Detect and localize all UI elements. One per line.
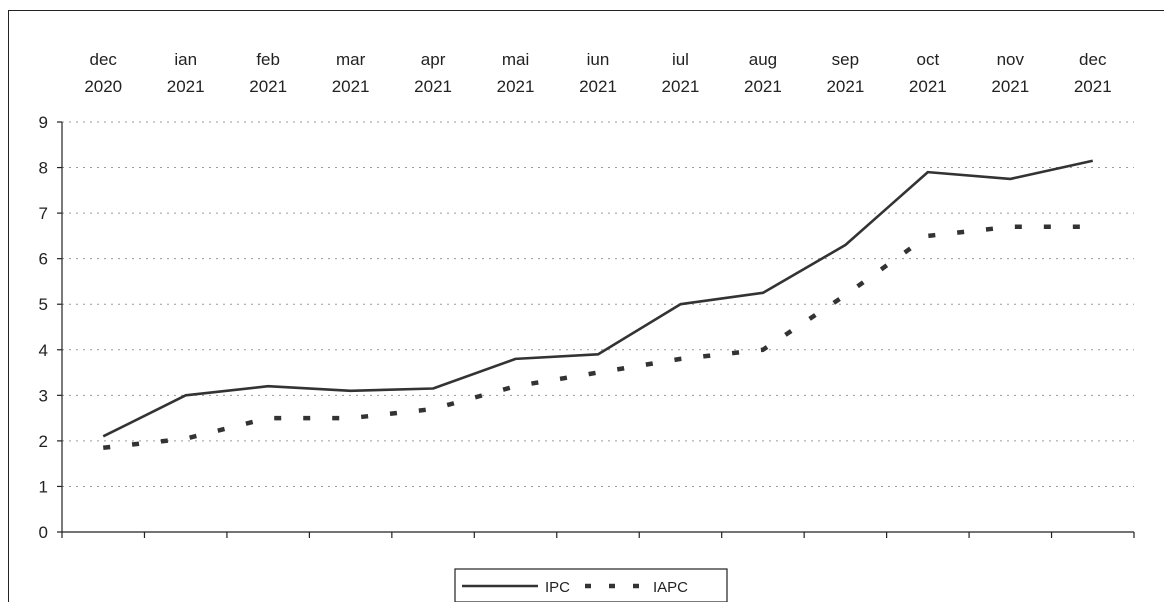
x-label-month: iul	[672, 50, 689, 69]
x-category-label: oct 2021	[909, 50, 947, 96]
x-category-label: mar 2021	[332, 50, 370, 96]
x-label-month: sep	[832, 50, 859, 69]
x-label-year: 2021	[991, 77, 1029, 96]
x-label-year: 2021	[497, 77, 535, 96]
x-label-year: 2021	[1074, 77, 1112, 96]
series-line-iapc	[102, 224, 1093, 450]
x-label-month: mar	[336, 50, 366, 69]
y-tick-label: 0	[39, 523, 48, 542]
x-label-year: 2021	[414, 77, 452, 96]
x-category-label: ian 2021	[167, 50, 205, 96]
series-lines	[102, 159, 1094, 450]
x-category-label: iul 2021	[662, 50, 700, 96]
x-label-month: nov	[997, 50, 1025, 69]
x-label-year: 2021	[826, 77, 864, 96]
x-label-year: 2021	[167, 77, 205, 96]
x-category-label: aug 2021	[744, 50, 782, 96]
legend-label-iapc: IAPC	[653, 579, 688, 596]
x-label-month: apr	[421, 50, 446, 69]
x-label-month: aug	[749, 50, 777, 69]
y-axis-tick-labels: 0 1 2 3 4 5 6 7 8 9	[39, 113, 48, 542]
y-tick-label: 3	[39, 386, 48, 405]
chart-frame	[8, 10, 1164, 602]
x-category-label: dec 2021	[1074, 50, 1112, 96]
series-line-ipc	[102, 159, 1094, 438]
x-category-label: sep 2021	[826, 50, 864, 96]
x-label-month: iun	[587, 50, 610, 69]
legend-label-ipc: IPC	[545, 579, 570, 596]
y-tick-label: 9	[39, 113, 48, 132]
x-category-label: feb 2021	[249, 50, 287, 96]
x-label-year: 2021	[662, 77, 700, 96]
y-tick-label: 2	[39, 432, 48, 451]
x-category-label: iun 2021	[579, 50, 617, 96]
x-label-month: mai	[502, 50, 529, 69]
y-tick-label: 1	[39, 477, 48, 496]
x-category-label: nov 2021	[991, 50, 1029, 96]
y-tick-label: 8	[39, 159, 48, 178]
y-tick-label: 5	[39, 295, 48, 314]
x-axis-category-labels: dec 2020 ian 2021 feb 2021 mar 2021 apr 2021 mai 20…	[84, 50, 1111, 96]
x-category-label: mai 2021	[497, 50, 535, 96]
y-tick-label: 7	[39, 204, 48, 223]
x-label-month: oct	[917, 50, 940, 69]
x-label-month: dec	[1079, 50, 1107, 69]
y-tick-label: 4	[39, 341, 48, 360]
x-label-month: ian	[174, 50, 197, 69]
x-category-label: dec 2020	[84, 50, 122, 96]
x-label-year: 2021	[249, 77, 287, 96]
x-label-year: 2021	[744, 77, 782, 96]
x-label-year: 2021	[579, 77, 617, 96]
x-label-year: 2020	[84, 77, 122, 96]
x-label-year: 2021	[332, 77, 370, 96]
y-tick-label: 6	[39, 250, 48, 269]
x-label-month: feb	[256, 50, 280, 69]
x-label-year: 2021	[909, 77, 947, 96]
x-label-month: dec	[90, 50, 118, 69]
x-category-label: apr 2021	[414, 50, 452, 96]
legend: IPC IAPC	[454, 568, 728, 602]
axes	[57, 121, 1135, 538]
